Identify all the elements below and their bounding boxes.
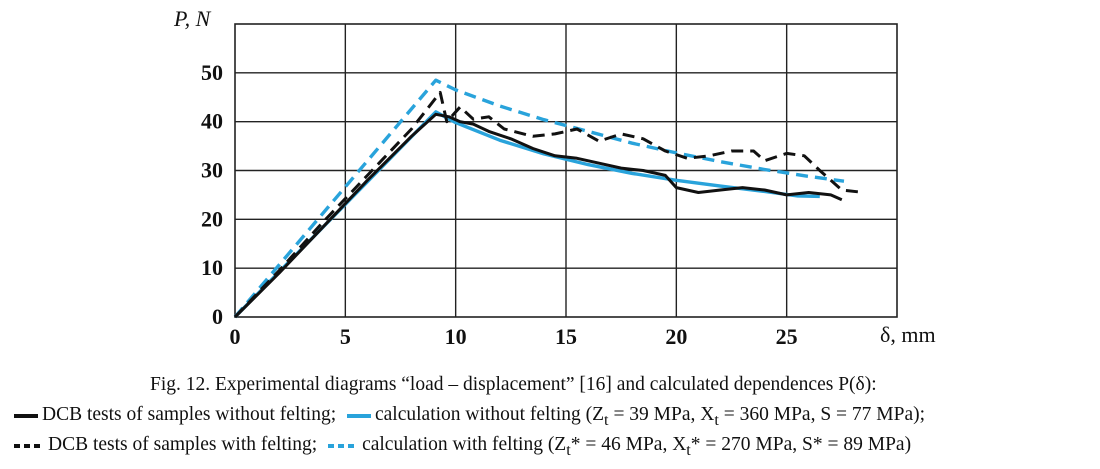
y-axis-title: P, N bbox=[173, 6, 212, 31]
legend-key-dashed-black bbox=[14, 443, 44, 448]
legend-label-calc-without: calculation without felting (Zt = 39 MPa… bbox=[374, 404, 926, 429]
x-tick-label: 25 bbox=[776, 324, 798, 349]
x-tick-label: 15 bbox=[555, 324, 577, 349]
caption-legend-row-2: DCB tests of samples with felting; calcu… bbox=[14, 432, 911, 463]
legend-label-calc-with: calculation with felting (Zt* = 46 MPa, … bbox=[362, 434, 912, 459]
series-line-dashed-blue bbox=[233, 78, 845, 319]
legend-key-solid-blue bbox=[346, 413, 371, 418]
legend-label-dcb-without: DCB tests of samples without felting; bbox=[42, 404, 337, 425]
legend-label-dcb-with: DCB tests of samples with felting; bbox=[48, 434, 318, 455]
legend-key-dashed-blue bbox=[328, 443, 359, 448]
caption-title: Fig. 12. Experimental diagrams “load – d… bbox=[150, 374, 877, 395]
series-line-solid-black bbox=[233, 112, 843, 319]
legend-key-solid-black bbox=[14, 413, 38, 418]
y-tick-label: 50 bbox=[201, 60, 223, 85]
y-tick-label: 10 bbox=[201, 255, 223, 280]
y-tick-label: 20 bbox=[201, 206, 223, 231]
tick-labels: 0 5 10 15 20 25 0 10 20 30 40 50 bbox=[201, 60, 798, 349]
x-axis-title: δ, mm bbox=[880, 322, 936, 347]
y-tick-label: 30 bbox=[201, 158, 223, 183]
x-tick-label: 10 bbox=[445, 324, 467, 349]
grid bbox=[234, 23, 898, 318]
series-line-dashed-black bbox=[233, 90, 865, 319]
chart: 0 5 10 15 20 25 0 10 20 30 40 50 P, N δ, mm bbox=[173, 6, 936, 349]
y-tick-label: 0 bbox=[212, 304, 223, 329]
x-tick-label: 0 bbox=[230, 324, 241, 349]
series-lines bbox=[233, 78, 865, 319]
x-tick-label: 5 bbox=[340, 324, 351, 349]
x-tick-label: 20 bbox=[665, 324, 687, 349]
y-tick-label: 40 bbox=[201, 109, 223, 134]
caption-legend-row-1: DCB tests of samples without felting; ca… bbox=[14, 402, 925, 433]
